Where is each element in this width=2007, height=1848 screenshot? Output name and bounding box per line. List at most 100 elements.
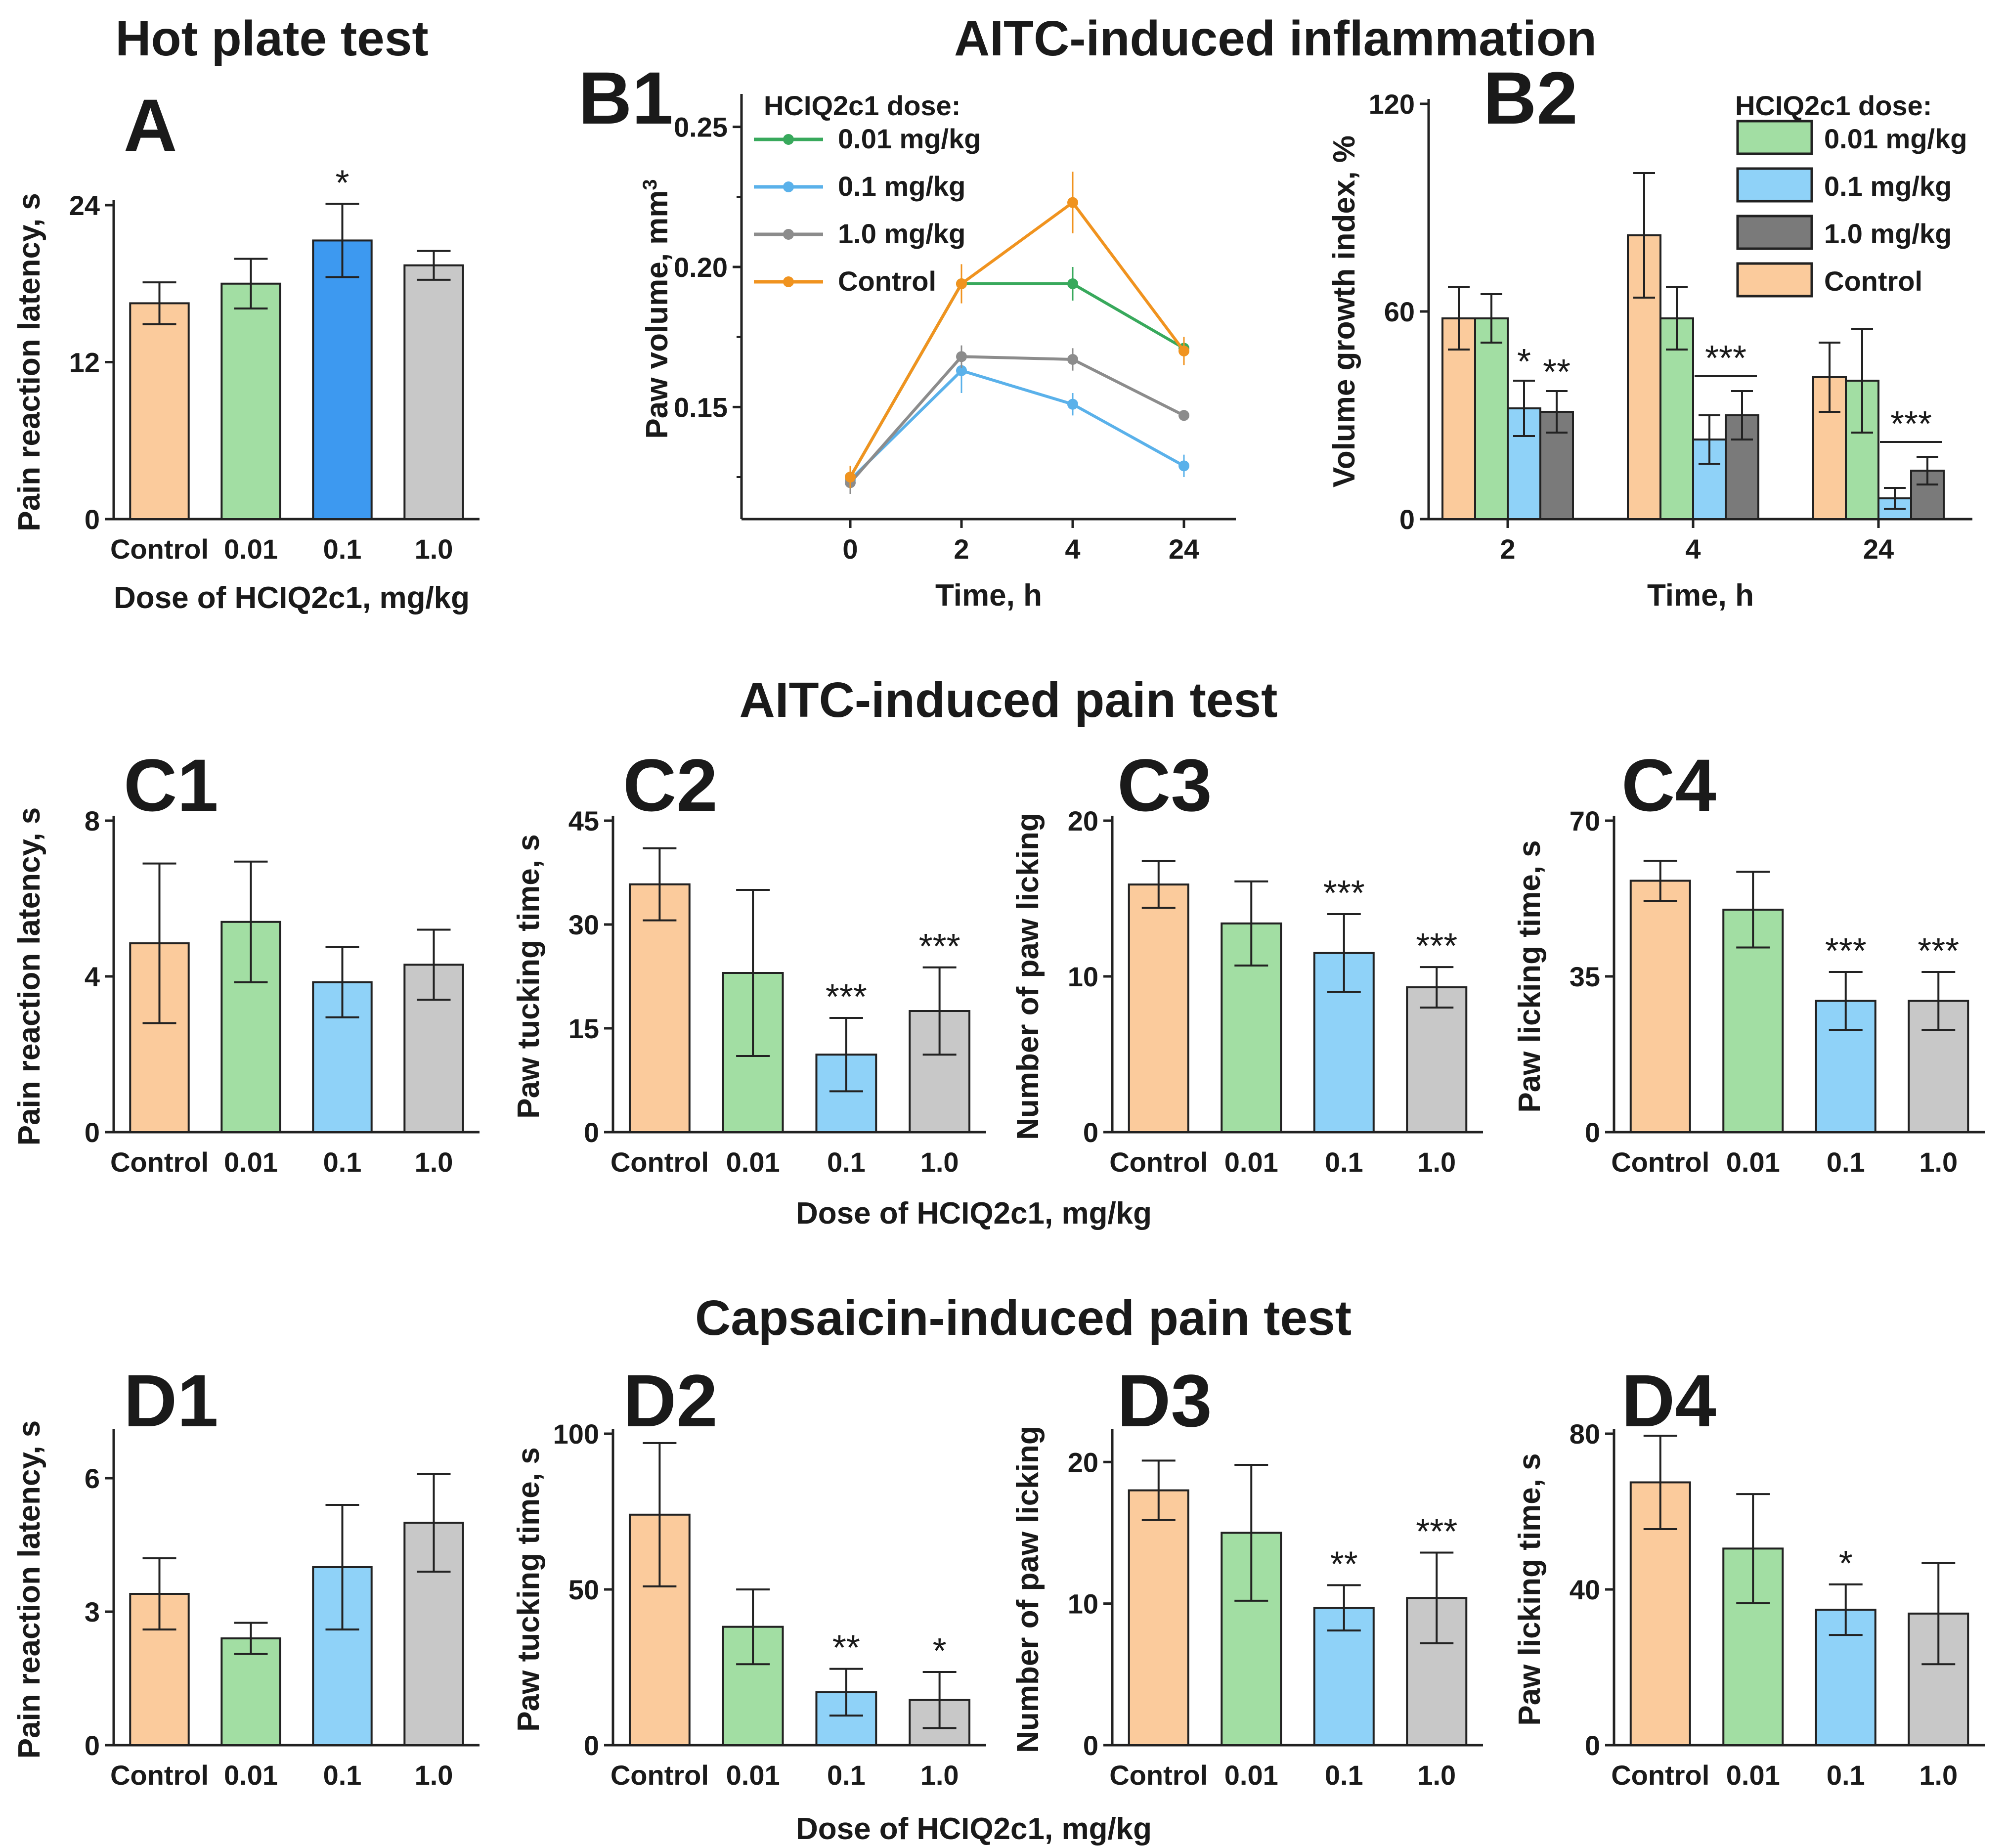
panel-d4-ytick-label: 80 xyxy=(1570,1418,1600,1450)
panel-c4-chart: 0 35 70 Paw licking time, s C4 Control 0.01 0.1… xyxy=(1513,744,1985,1178)
panel-d1-bar-0-01 xyxy=(220,1637,281,1746)
panel-d2-xtick-control: Control xyxy=(611,1760,709,1791)
panel-d4-xtick-control: Control xyxy=(1611,1760,1709,1791)
panel-d1-panel-label: D1 xyxy=(124,1359,218,1442)
panel-d2-significance-1-0: * xyxy=(933,1631,947,1671)
panel-d2-ytick-label: 50 xyxy=(568,1574,599,1605)
panel-c3-xtick-control: Control xyxy=(1109,1146,1208,1178)
panel-d3-bar-control xyxy=(1128,1489,1189,1746)
panel-d3-ytick-label: 0 xyxy=(1083,1730,1098,1761)
panel-b1-legend-label-control: Control xyxy=(838,265,936,297)
panel-c3-xtick-1-0: 1.0 xyxy=(1417,1146,1456,1178)
panel-a-bar-0-01 xyxy=(220,282,281,520)
panel-b2-xtick-24: 24 xyxy=(1863,533,1894,565)
panel-c2-chart: 0 15 30 45 Paw tucking time, s C2 Control 0.01 0… xyxy=(512,744,986,1178)
panel-b2-bar-2-0-01-mg-kg xyxy=(1474,317,1509,520)
panel-b1-series-1-0-mg-kg-point xyxy=(1067,354,1078,365)
panel-b2-ylabel: Volume growth index, % xyxy=(1327,135,1361,487)
panel-b2-legend-label-0-1-mg-kg: 0.1 mg/kg xyxy=(1824,171,1952,202)
panel-a-ylabel: Pain reaction latency, s xyxy=(12,193,46,531)
panel-b2-legend-label-control: Control xyxy=(1824,265,1922,297)
panel-b2-bar-4-0-01-mg-kg xyxy=(1659,317,1694,520)
panel-c3-significance-1-0: *** xyxy=(1416,926,1457,966)
panel-a-panel-label: A xyxy=(124,84,177,167)
panel-d4-ytick-label: 40 xyxy=(1570,1574,1600,1605)
panel-b2-legend-label-0-01-mg-kg: 0.01 mg/kg xyxy=(1824,123,1967,154)
panel-d4-chart: 0 40 80 Paw licking time, s D4 Control 0.01 0.1… xyxy=(1513,1359,1985,1791)
panel-c4-bar-control xyxy=(1629,880,1691,1133)
panel-b1-legend-label-0-1-mg-kg: 0.1 mg/kg xyxy=(838,171,965,202)
panel-c1-panel-label: C1 xyxy=(124,744,218,827)
panel-b2-xtick-4: 4 xyxy=(1685,533,1701,565)
panel-c2-ytick-label: 0 xyxy=(584,1117,599,1148)
panel-c2-xtick-control: Control xyxy=(611,1146,709,1178)
panel-b2-significance-2-2: * xyxy=(1517,342,1531,382)
panel-b1-series-control-point xyxy=(845,472,856,483)
panel-d3-xtick-control: Control xyxy=(1109,1760,1208,1791)
panel-c3-ylabel: Number of paw licking xyxy=(1011,813,1045,1140)
panel-c4-significance-1-0: *** xyxy=(1918,931,1959,971)
panel-c1-xtick-control: Control xyxy=(110,1146,209,1178)
panel-a-ytick-label: 24 xyxy=(69,190,100,221)
panel-b2-xlabel: Time, h xyxy=(1647,578,1754,613)
panel-d1-xtick-control: Control xyxy=(110,1760,209,1791)
xlabel-row-c: Dose of HCIQ2c1, mg/kg xyxy=(796,1196,1152,1231)
panel-a-xtick-control: Control xyxy=(110,533,209,565)
panel-b1-series-0-01-mg-kg-line xyxy=(849,282,1185,478)
panel-a-ytick-label: 0 xyxy=(85,504,100,535)
panel-b2-legend-swatch-1-0-mg-kg xyxy=(1736,215,1813,250)
panel-c2-significance-1-0: *** xyxy=(919,927,960,967)
panel-b1-series-0-1-mg-kg-point xyxy=(956,365,967,376)
panel-c4-xtick-0-01: 0.01 xyxy=(1726,1146,1780,1178)
panel-a-bar-control xyxy=(129,302,190,520)
xlabel-row-d: Dose of HCIQ2c1, mg/kg xyxy=(796,1812,1152,1846)
panel-c2-panel-label: C2 xyxy=(623,744,718,827)
panel-c1-ytick-label: 4 xyxy=(85,961,100,992)
panel-a-ytick-label: 12 xyxy=(69,347,100,378)
panel-b2-significance-4: *** xyxy=(1705,339,1746,378)
panel-c3-ytick-label: 10 xyxy=(1068,961,1098,992)
panel-d2-panel-label: D2 xyxy=(623,1359,718,1442)
panel-b1-series-0-1-mg-kg-point xyxy=(1178,460,1189,472)
panel-c2-xtick-1-0: 1.0 xyxy=(920,1146,959,1178)
panel-a-bar-1-0 xyxy=(403,264,464,520)
panel-b1-legend-marker-control xyxy=(783,276,794,287)
panel-c3-panel-label: C3 xyxy=(1117,744,1212,827)
panel-d1-ytick-label: 6 xyxy=(85,1463,100,1494)
panel-c1-xtick-1-0: 1.0 xyxy=(415,1146,453,1178)
panel-c2-significance-0-1: *** xyxy=(826,977,867,1017)
panel-c3-bar-1-0 xyxy=(1406,986,1468,1134)
panel-b1-series-1-0-mg-kg-line xyxy=(849,355,1185,484)
panel-b2-legend-swatch-control xyxy=(1736,262,1813,298)
panel-a-significance-0-1: * xyxy=(335,163,349,203)
panel-c4-xtick-control: Control xyxy=(1611,1146,1709,1178)
panel-d4-ylabel: Paw licking time, s xyxy=(1513,1453,1547,1725)
panel-d3-chart: 0 10 20 Number of paw licking D3 Control 0.01 0… xyxy=(1011,1359,1483,1791)
panel-b1-series-control-point xyxy=(956,278,967,289)
panel-b1-ytick-label: 0.15 xyxy=(674,392,728,423)
panel-c1-chart: 0 4 8 Pain reaction latency, s C1 Control 0.01… xyxy=(12,744,480,1178)
panel-d4-significance-0-1: * xyxy=(1839,1544,1853,1584)
panel-d3-xtick-1-0: 1.0 xyxy=(1417,1760,1456,1791)
xlabel-panel-a: Dose of HCIQ2c1, mg/kg xyxy=(114,581,470,615)
panel-b1-legend-label-1-0-mg-kg: 1.0 mg/kg xyxy=(838,218,965,249)
panel-d4-xtick-0-1: 0.1 xyxy=(1827,1760,1865,1791)
panel-d3-bar-0-01 xyxy=(1221,1532,1282,1747)
panel-c2-xtick-0-01: 0.01 xyxy=(726,1146,780,1178)
panel-b1-series-0-1-mg-kg-line xyxy=(849,369,1185,481)
panel-b1-ylabel-superscript: 3 xyxy=(639,179,661,190)
panel-b1-xtick-0: 0 xyxy=(842,533,858,565)
panel-c4-xtick-1-0: 1.0 xyxy=(1919,1146,1958,1178)
panel-b1-ytick-label: 0.25 xyxy=(674,112,728,143)
panel-c2-bar-control xyxy=(628,883,691,1134)
panel-d3-ytick-label: 20 xyxy=(1068,1447,1098,1478)
panel-b1-legend-marker-0-01-mg-kg xyxy=(783,134,794,145)
panel-c1-ylabel: Pain reaction latency, s xyxy=(12,807,46,1146)
panel-b1-series-control-line xyxy=(849,200,1185,478)
panel-c3-significance-0-1: *** xyxy=(1323,874,1365,913)
panel-d3-bar-0-1 xyxy=(1313,1607,1375,1747)
panel-d1-ytick-label: 3 xyxy=(85,1596,100,1628)
panel-c1-xtick-0-01: 0.01 xyxy=(224,1146,278,1178)
panel-d4-xtick-0-01: 0.01 xyxy=(1726,1760,1780,1791)
